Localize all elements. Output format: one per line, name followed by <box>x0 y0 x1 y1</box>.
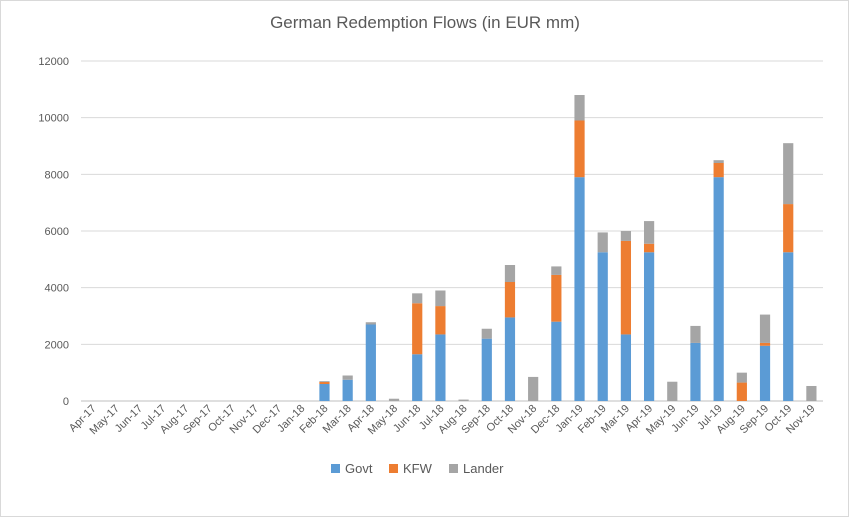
bar-lander-jun-18 <box>412 293 423 304</box>
bar-lander-jun-19 <box>690 325 701 343</box>
bar-lander-jul-19 <box>713 160 724 163</box>
bar-govt-feb-18 <box>319 384 330 401</box>
bar-lander-aug-19 <box>736 372 747 383</box>
bar-govt-apr-18 <box>365 324 376 401</box>
bar-govt-jun-18 <box>412 354 423 401</box>
y-tick-label: 10000 <box>38 113 69 125</box>
bar-kfw-feb-18 <box>319 382 330 384</box>
legend-label-kfw: KFW <box>403 461 433 476</box>
bar-kfw-aug-19 <box>736 382 747 401</box>
bar-lander-sep-18 <box>481 328 492 339</box>
chart-title: German Redemption Flows (in EUR mm) <box>270 13 580 32</box>
bar-govt-mar-19 <box>620 334 632 401</box>
legend-swatch-govt <box>331 464 340 473</box>
y-tick-label: 8000 <box>45 169 69 181</box>
bar-kfw-sep-19 <box>759 342 771 346</box>
bar-kfw-jun-18 <box>412 303 423 355</box>
bar-lander-feb-18 <box>319 381 330 383</box>
bar-lander-oct-19 <box>783 143 794 205</box>
bar-lander-apr-19 <box>643 221 655 244</box>
y-tick-label: 2000 <box>45 339 69 351</box>
bar-lander-jul-18 <box>435 290 446 307</box>
y-tick-label: 0 <box>63 396 69 408</box>
legend-label-govt: Govt <box>345 461 373 476</box>
bar-kfw-mar-19 <box>620 240 632 335</box>
bar-govt-jul-19 <box>713 177 724 401</box>
y-tick-label: 12000 <box>38 56 69 68</box>
bar-lander-apr-18 <box>365 322 376 325</box>
bar-govt-jan-19 <box>574 177 585 401</box>
bar-kfw-dec-18 <box>551 274 562 322</box>
bar-lander-jan-19 <box>574 95 585 121</box>
bar-kfw-jan-19 <box>574 120 585 178</box>
bar-lander-dec-18 <box>551 266 562 275</box>
bar-lander-may-18 <box>388 398 400 401</box>
bar-kfw-oct-19 <box>783 204 794 253</box>
y-tick-label: 4000 <box>45 283 69 295</box>
legend-swatch-lander <box>449 464 458 473</box>
bar-kfw-jul-18 <box>435 306 446 335</box>
bar-lander-aug-18 <box>458 399 469 401</box>
bar-kfw-jul-19 <box>713 163 724 178</box>
legend-label-lander: Lander <box>463 461 504 476</box>
bar-govt-sep-18 <box>481 338 492 401</box>
bar-lander-may-19 <box>667 381 678 401</box>
bar-lander-sep-19 <box>759 314 771 343</box>
legend-swatch-kfw <box>389 464 398 473</box>
bar-lander-feb-19 <box>597 232 608 253</box>
bar-govt-oct-19 <box>783 252 794 401</box>
bar-kfw-oct-18 <box>504 282 516 318</box>
y-tick-label: 6000 <box>45 226 69 238</box>
y-axis: 0 2000 4000 6000 8000 10000 12000 <box>38 56 69 408</box>
bar-govt-jul-18 <box>435 334 446 401</box>
gridlines <box>81 60 823 402</box>
bar-govt-feb-19 <box>597 252 608 401</box>
bar-lander-nov-19 <box>806 385 817 401</box>
bar-govt-oct-18 <box>504 317 516 401</box>
bar-govt-sep-19 <box>759 345 771 401</box>
bar-govt-apr-19 <box>643 252 655 401</box>
bar-govt-mar-18 <box>342 379 353 401</box>
bars <box>319 95 817 401</box>
x-axis: Apr-17May-17Jun-17Jul-17Aug-17Sep-17Oct-… <box>67 403 818 437</box>
bar-lander-mar-19 <box>620 231 632 241</box>
bar-govt-jun-19 <box>690 342 701 401</box>
bar-lander-nov-18 <box>528 376 539 401</box>
legend: Govt KFW Lander <box>331 461 504 476</box>
bar-govt-dec-18 <box>551 321 562 401</box>
bar-lander-mar-18 <box>342 375 353 380</box>
bar-lander-oct-18 <box>504 265 516 282</box>
bar-kfw-apr-19 <box>643 243 655 253</box>
